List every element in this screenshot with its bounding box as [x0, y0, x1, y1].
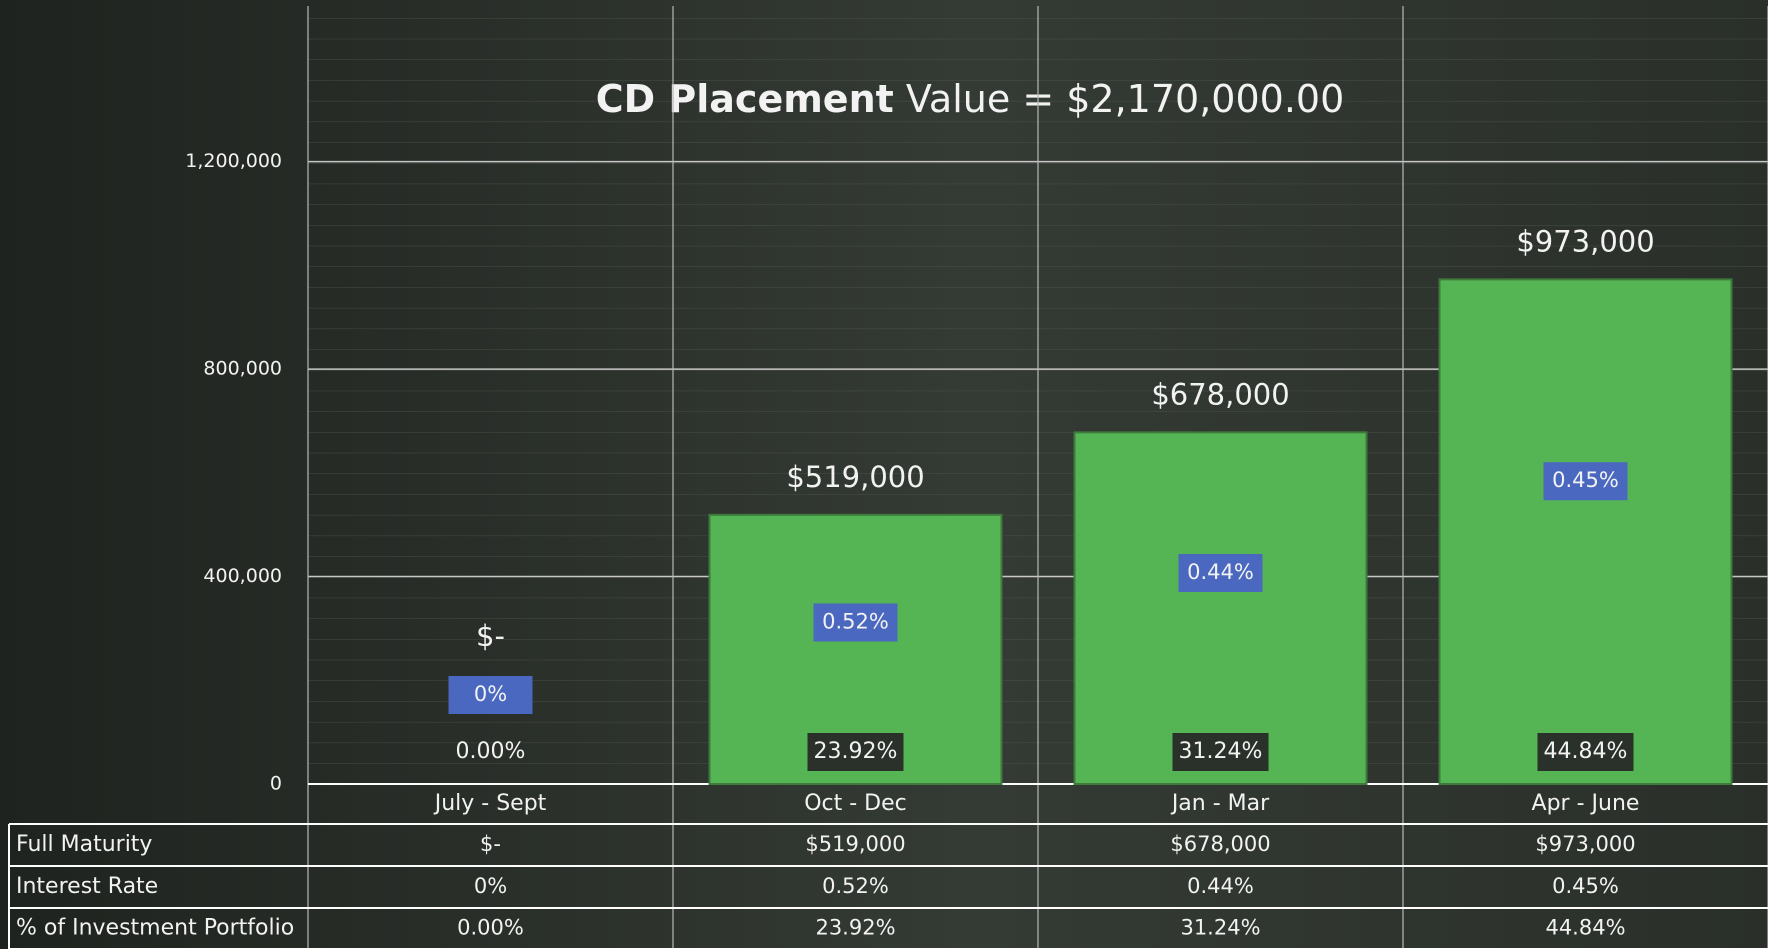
table-cell: $- — [480, 832, 501, 856]
table-cell: 0.45% — [1552, 874, 1619, 898]
x-tick-label: Jan - Mar — [1170, 791, 1270, 816]
y-tick-label: 1,200,000 — [185, 150, 282, 172]
table-cell: 0.52% — [822, 874, 889, 898]
portfolio-box — [1537, 733, 1634, 771]
table-cell: $973,000 — [1535, 832, 1635, 856]
y-tick-label: 800,000 — [203, 358, 282, 380]
table-cell: $678,000 — [1170, 832, 1270, 856]
portfolio-label: 44.84% — [1544, 739, 1628, 764]
x-tick-label: July - Sept — [433, 791, 547, 816]
value-label: $519,000 — [786, 460, 924, 494]
value-label: $973,000 — [1516, 224, 1654, 258]
rate-box — [1178, 554, 1263, 593]
table-cell: $519,000 — [805, 832, 905, 856]
rate-label: 0.52% — [822, 609, 889, 633]
value-label: $678,000 — [1151, 377, 1289, 411]
bar — [1073, 431, 1368, 785]
table-cell: 23.92% — [815, 916, 895, 940]
table-cell: 0% — [474, 874, 507, 898]
table-row-label: Full Maturity — [16, 832, 152, 857]
portfolio-box — [1172, 733, 1269, 771]
x-tick-label: Oct - Dec — [804, 791, 907, 816]
rate-box — [813, 603, 898, 642]
y-tick-label: 400,000 — [203, 565, 282, 587]
bar — [1438, 278, 1733, 785]
portfolio-label: 31.24% — [1179, 739, 1263, 764]
portfolio-label: 0.00% — [456, 739, 526, 764]
rate-box — [448, 676, 533, 714]
value-label: $- — [476, 619, 505, 653]
table-cell: 31.24% — [1180, 916, 1260, 940]
table-row-label: Interest Rate — [16, 874, 158, 899]
chart-title: CD Placement Value = $2,170,000.00 — [596, 77, 1345, 121]
x-tick-label: Apr - June — [1532, 791, 1640, 816]
table-cell: 0.00% — [457, 916, 524, 940]
rate-label: 0% — [474, 682, 507, 706]
y-tick-label: 0 — [270, 773, 282, 795]
rate-box — [1543, 462, 1628, 501]
table-cell: 0.44% — [1187, 874, 1254, 898]
rate-label: 0.45% — [1552, 468, 1619, 492]
rate-label: 0.44% — [1187, 560, 1254, 584]
table-cell: 44.84% — [1545, 916, 1625, 940]
portfolio-box — [807, 733, 904, 771]
table-row-label: % of Investment Portfolio — [16, 916, 294, 941]
portfolio-label: 23.92% — [814, 739, 898, 764]
